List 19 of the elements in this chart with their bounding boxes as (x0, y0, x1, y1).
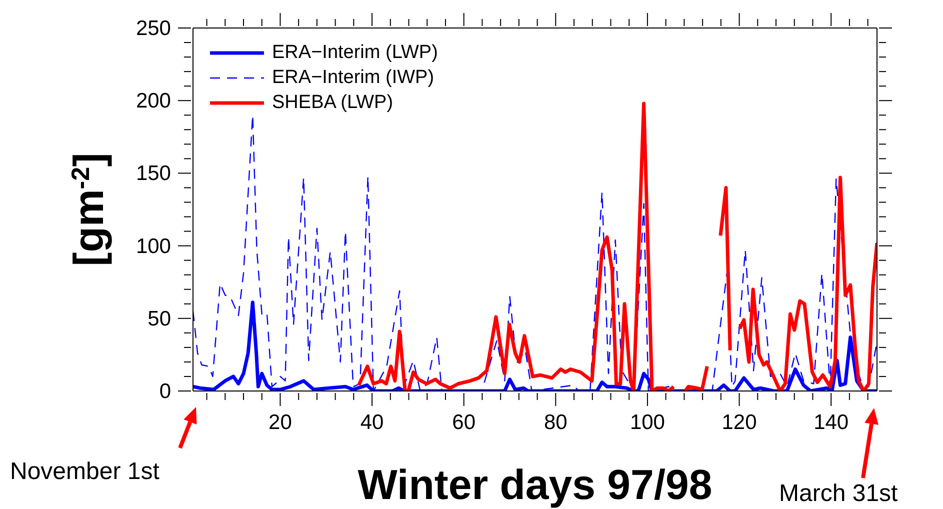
y-tick-label: 150 (136, 162, 171, 186)
x-tick-label: 60 (452, 411, 476, 434)
text: November 1st (10, 458, 160, 486)
y-tick-label: 250 (136, 17, 171, 40)
y-tick-label: 50 (148, 307, 171, 330)
x-tick-label: 20 (268, 411, 292, 434)
x-tick-label: 40 (360, 411, 384, 434)
y-tick-label: 200 (136, 90, 171, 113)
text: March 31st (779, 480, 898, 508)
x-tick-label: 140 (814, 411, 849, 434)
x-tick-label: 80 (544, 411, 568, 434)
x-tick-label: 120 (722, 411, 757, 434)
x-axis-title: Winter days 97/98 (358, 461, 712, 508)
y-tick-label: 0 (159, 380, 171, 403)
legend-label: ERA−Interim (IWP) (272, 66, 434, 88)
legend-label: ERA−Interim (LWP) (272, 42, 438, 64)
y-tick-label: 100 (136, 234, 171, 258)
legend-label: SHEBA (LWP) (272, 92, 394, 114)
x-tick-label: 100 (630, 411, 665, 434)
